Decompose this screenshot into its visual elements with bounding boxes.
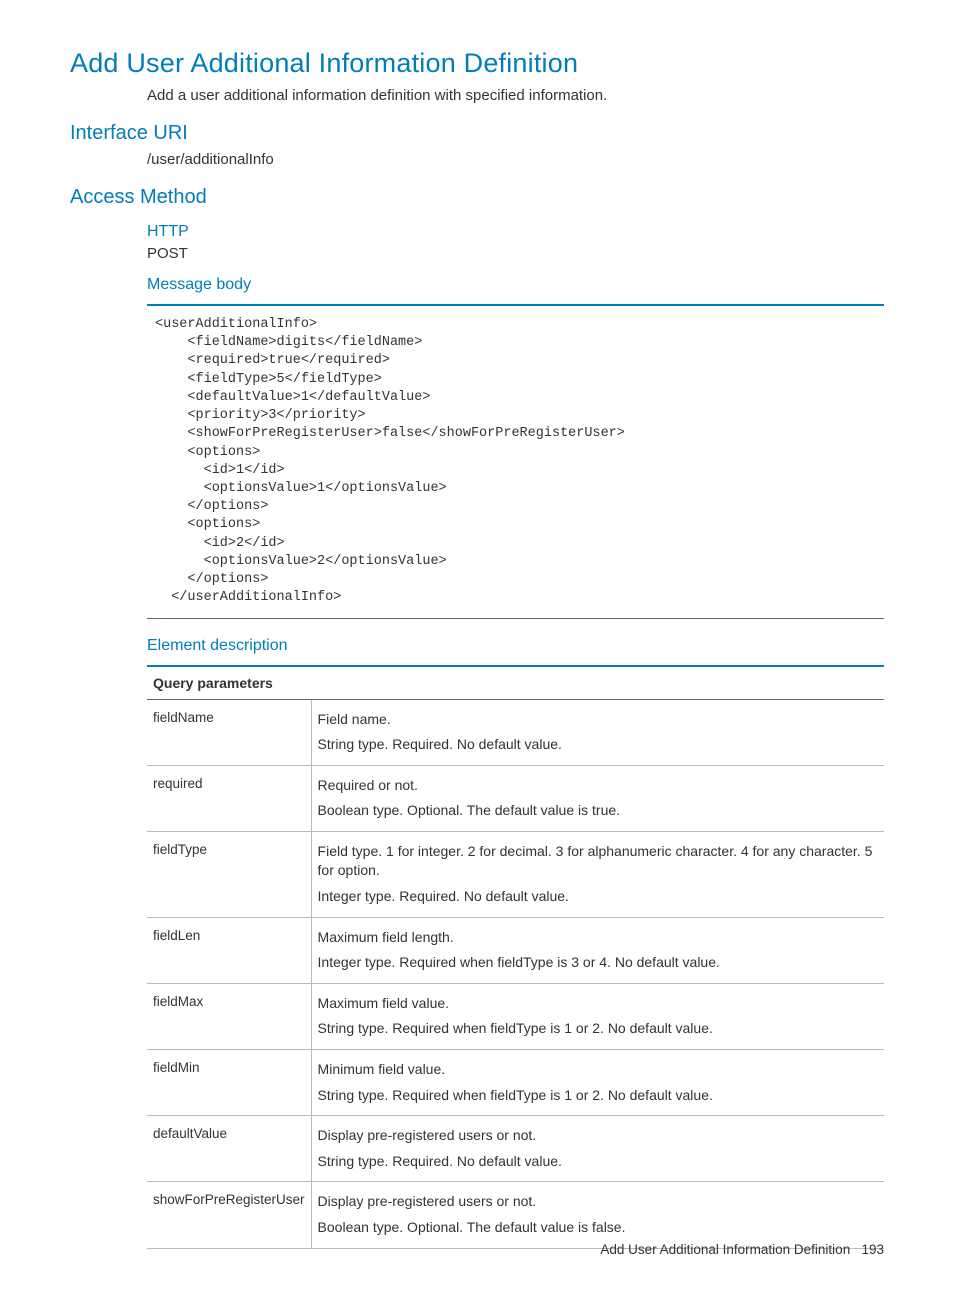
param-description: Field type. 1 for integer. 2 for decimal… bbox=[311, 831, 884, 917]
param-name: required bbox=[147, 765, 311, 831]
param-name: fieldType bbox=[147, 831, 311, 917]
footer-title: Add User Additional Information Definiti… bbox=[600, 1242, 850, 1257]
access-method-heading: Access Method bbox=[70, 186, 884, 209]
interface-uri-value: /user/additionalInfo bbox=[147, 151, 884, 168]
page-description: Add a user additional information defini… bbox=[147, 87, 884, 104]
element-description-heading: Element description bbox=[147, 637, 884, 655]
param-description: Minimum field value.String type. Require… bbox=[311, 1050, 884, 1116]
param-description: Maximum field value.String type. Require… bbox=[311, 983, 884, 1049]
param-name: fieldMin bbox=[147, 1050, 311, 1116]
param-name: showForPreRegisterUser bbox=[147, 1182, 311, 1248]
table-row: fieldMaxMaximum field value.String type.… bbox=[147, 983, 884, 1049]
page-title: Add User Additional Information Definiti… bbox=[70, 48, 884, 79]
param-description: Field name.String type. Required. No def… bbox=[311, 699, 884, 765]
param-name: defaultValue bbox=[147, 1116, 311, 1182]
table-row: showForPreRegisterUserDisplay pre-regist… bbox=[147, 1182, 884, 1248]
param-description: Required or not.Boolean type. Optional. … bbox=[311, 765, 884, 831]
table-row: fieldMinMinimum field value.String type.… bbox=[147, 1050, 884, 1116]
query-parameters-table: Query parameters fieldNameField name.Str… bbox=[147, 665, 884, 1249]
table-row: fieldNameField name.String type. Require… bbox=[147, 699, 884, 765]
http-heading: HTTP bbox=[147, 223, 884, 241]
param-name: fieldLen bbox=[147, 917, 311, 983]
param-name: fieldName bbox=[147, 699, 311, 765]
table-row: fieldLenMaximum field length.Integer typ… bbox=[147, 917, 884, 983]
footer-page-number: 193 bbox=[861, 1242, 884, 1257]
table-header: Query parameters bbox=[147, 666, 884, 700]
message-body-heading: Message body bbox=[147, 276, 884, 294]
table-row: requiredRequired or not.Boolean type. Op… bbox=[147, 765, 884, 831]
table-row: fieldTypeField type. 1 for integer. 2 fo… bbox=[147, 831, 884, 917]
param-name: fieldMax bbox=[147, 983, 311, 1049]
page-footer: Add User Additional Information Definiti… bbox=[600, 1242, 884, 1257]
param-description: Display pre-registered users or not.Bool… bbox=[311, 1182, 884, 1248]
param-description: Display pre-registered users or not.Stri… bbox=[311, 1116, 884, 1182]
interface-uri-heading: Interface URI bbox=[70, 122, 884, 145]
code-block: <userAdditionalInfo> <fieldName>digits</… bbox=[147, 304, 884, 619]
http-value: POST bbox=[147, 245, 884, 262]
table-row: defaultValueDisplay pre-registered users… bbox=[147, 1116, 884, 1182]
param-description: Maximum field length.Integer type. Requi… bbox=[311, 917, 884, 983]
